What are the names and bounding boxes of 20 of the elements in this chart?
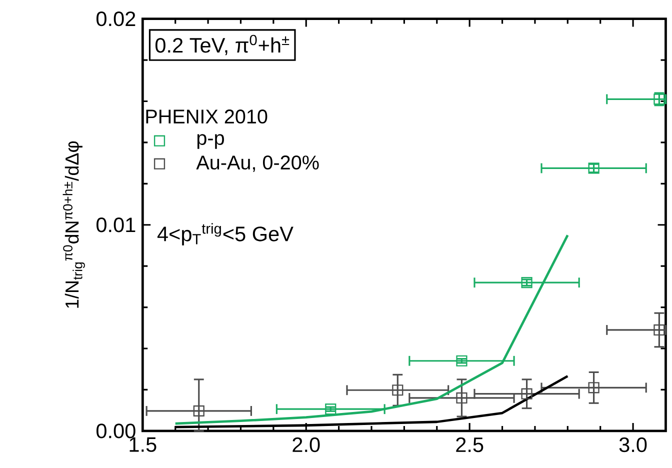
legend-title: PHENIX 2010 (146, 110, 268, 124)
point (456, 356, 468, 367)
x-tick-label: 3.0 (619, 438, 647, 452)
x-tick-label: 2.5 (456, 438, 484, 452)
y-axis-title: 1/N$_{trig}$$^{π0}$dN$^{π0+h±}$/dΔφ (62, 142, 85, 308)
point (325, 404, 336, 415)
legend-label: p-p (197, 134, 224, 150)
point (456, 392, 468, 404)
x-tick-label: 2.0 (292, 438, 320, 452)
y-tick-label: 0.02 (96, 12, 136, 26)
point (193, 406, 204, 417)
point (521, 388, 532, 400)
text: 0.2 TeV, π$^{0}$+h$^{±}$ (155, 35, 290, 56)
point (588, 382, 600, 394)
y-tick-label: 0.01 (96, 218, 136, 232)
x-tick-label: 1.5 (130, 438, 156, 452)
legend-label: Au-Au, 0-20% (196, 156, 319, 172)
y-tick-label: 0.00 (96, 424, 136, 439)
point (392, 384, 404, 396)
annotation: 4<p$_{T}$$^{trig}$<5 GeV (157, 223, 294, 246)
